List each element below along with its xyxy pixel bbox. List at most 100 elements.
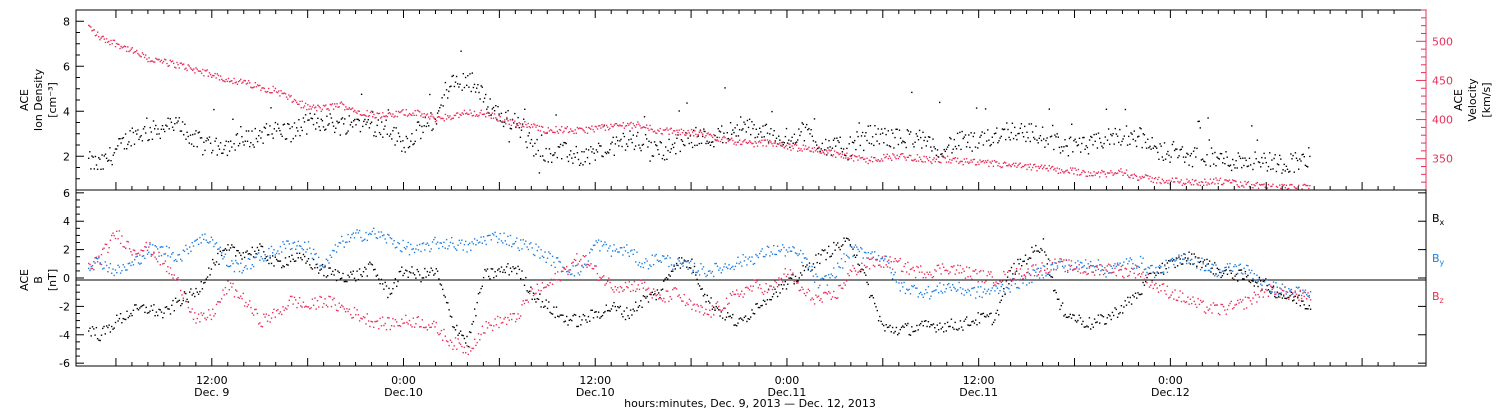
b-by-point [325,258,328,260]
velocity-point [608,129,610,131]
b-bx-point [282,265,284,267]
b-by-point [931,291,933,293]
b-bz-point [663,297,665,300]
b-bz-point [921,271,923,273]
b-by-point [941,292,944,294]
b-by-point [981,296,983,299]
b-bx-point [1035,244,1037,247]
velocity-point [312,104,315,106]
b-bz-point [540,289,542,292]
b-by-point [1164,265,1166,267]
velocity-point [1143,176,1146,178]
velocity-point [145,54,147,56]
velocity-point [943,156,945,159]
density-point [620,138,622,141]
b-bx-point [906,324,908,327]
b-bz-point [1026,272,1028,274]
b-bz-point [438,334,440,336]
b-bz-point [852,264,854,267]
velocity-point [1173,181,1176,183]
b-bz-point [268,314,270,317]
b-bx-point [191,294,193,296]
b-by-point [1249,272,1252,274]
b-bz-point [569,269,572,271]
density-point [271,133,273,135]
density-point [1276,163,1279,165]
velocity-point [619,124,621,126]
velocity-point [748,140,751,142]
velocity-point [759,140,761,142]
velocity-point [490,117,492,119]
density-point [1143,134,1146,136]
b-bz-point [661,300,664,302]
density-point [998,140,1000,142]
velocity-point [1153,177,1156,180]
b-bx-point [789,277,792,279]
b-by-point [845,254,848,256]
density-point [905,146,907,149]
b-by-point [104,261,106,263]
b-bx-point [1120,305,1123,307]
velocity-point [956,157,959,160]
velocity-point [1217,182,1219,185]
b-by-point [1221,270,1224,272]
velocity-point [91,30,93,32]
b-bx-point [1137,292,1139,294]
b-by-point [1196,267,1198,269]
b-by-point [652,264,655,266]
b-bx-point [595,311,597,313]
b-by-point [753,262,756,265]
b-bx-point [854,256,857,258]
b-by-point [408,254,411,256]
density-point [469,73,471,75]
b-by-point [1000,285,1002,288]
velocity-point [169,59,171,61]
b-bx-point [1115,308,1117,311]
b-bz-point [953,265,955,267]
density-point [1177,156,1179,159]
b-bx-point [688,267,691,269]
density-point [763,136,765,138]
velocity-point [363,114,365,116]
b-bz-point [1088,265,1091,268]
b-by-point [622,254,624,256]
b-bx-point [490,268,492,270]
velocity-point [792,147,794,150]
velocity-point [1213,178,1215,180]
b-bx-point [164,306,167,309]
b-bz-point [1055,262,1057,264]
velocity-point [1107,172,1110,174]
b-by-point [1165,259,1167,262]
density-point [920,136,922,139]
b-bx-point [1176,265,1179,267]
b-bx-point [747,318,749,320]
b-by-point [318,256,320,259]
velocity-point [457,112,459,114]
density-point [765,123,768,126]
density-point [975,107,978,109]
b-bx-point [1045,254,1047,256]
velocity-point [949,158,951,161]
density-point [382,136,384,138]
b-bx-point [651,291,653,293]
b-bx-point [963,320,965,322]
b-bx-point [89,327,91,329]
b-bx-point [866,281,868,284]
b-by-point [452,242,454,244]
b-bz-point [688,298,691,300]
velocity-point [952,157,954,160]
velocity-point [365,115,367,117]
b-bz-point [410,324,412,326]
b-bz-point [589,264,591,267]
b-bz-point [176,278,178,280]
density-point [204,149,206,152]
velocity-point [1120,168,1122,170]
b-bx-point [638,305,641,307]
density-point [978,142,980,144]
velocity-point [199,70,202,72]
b-bz-point [187,306,190,309]
b-bx-point [766,299,769,301]
b-by-point [966,291,968,294]
b-bz-point [969,275,972,278]
b-bx-point [517,265,519,268]
